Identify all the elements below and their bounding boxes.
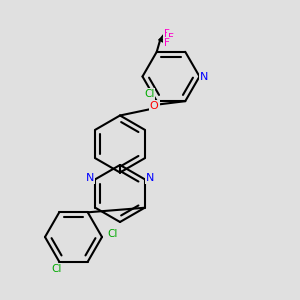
Text: F: F <box>164 29 170 39</box>
Text: F: F <box>164 38 170 48</box>
Text: Cl: Cl <box>51 264 62 274</box>
Text: F: F <box>168 33 174 43</box>
Text: N: N <box>200 71 208 82</box>
Text: O: O <box>150 101 158 111</box>
Text: N: N <box>146 173 154 183</box>
Text: Cl: Cl <box>144 89 154 99</box>
Text: N: N <box>86 173 94 183</box>
Text: Cl: Cl <box>107 229 118 239</box>
